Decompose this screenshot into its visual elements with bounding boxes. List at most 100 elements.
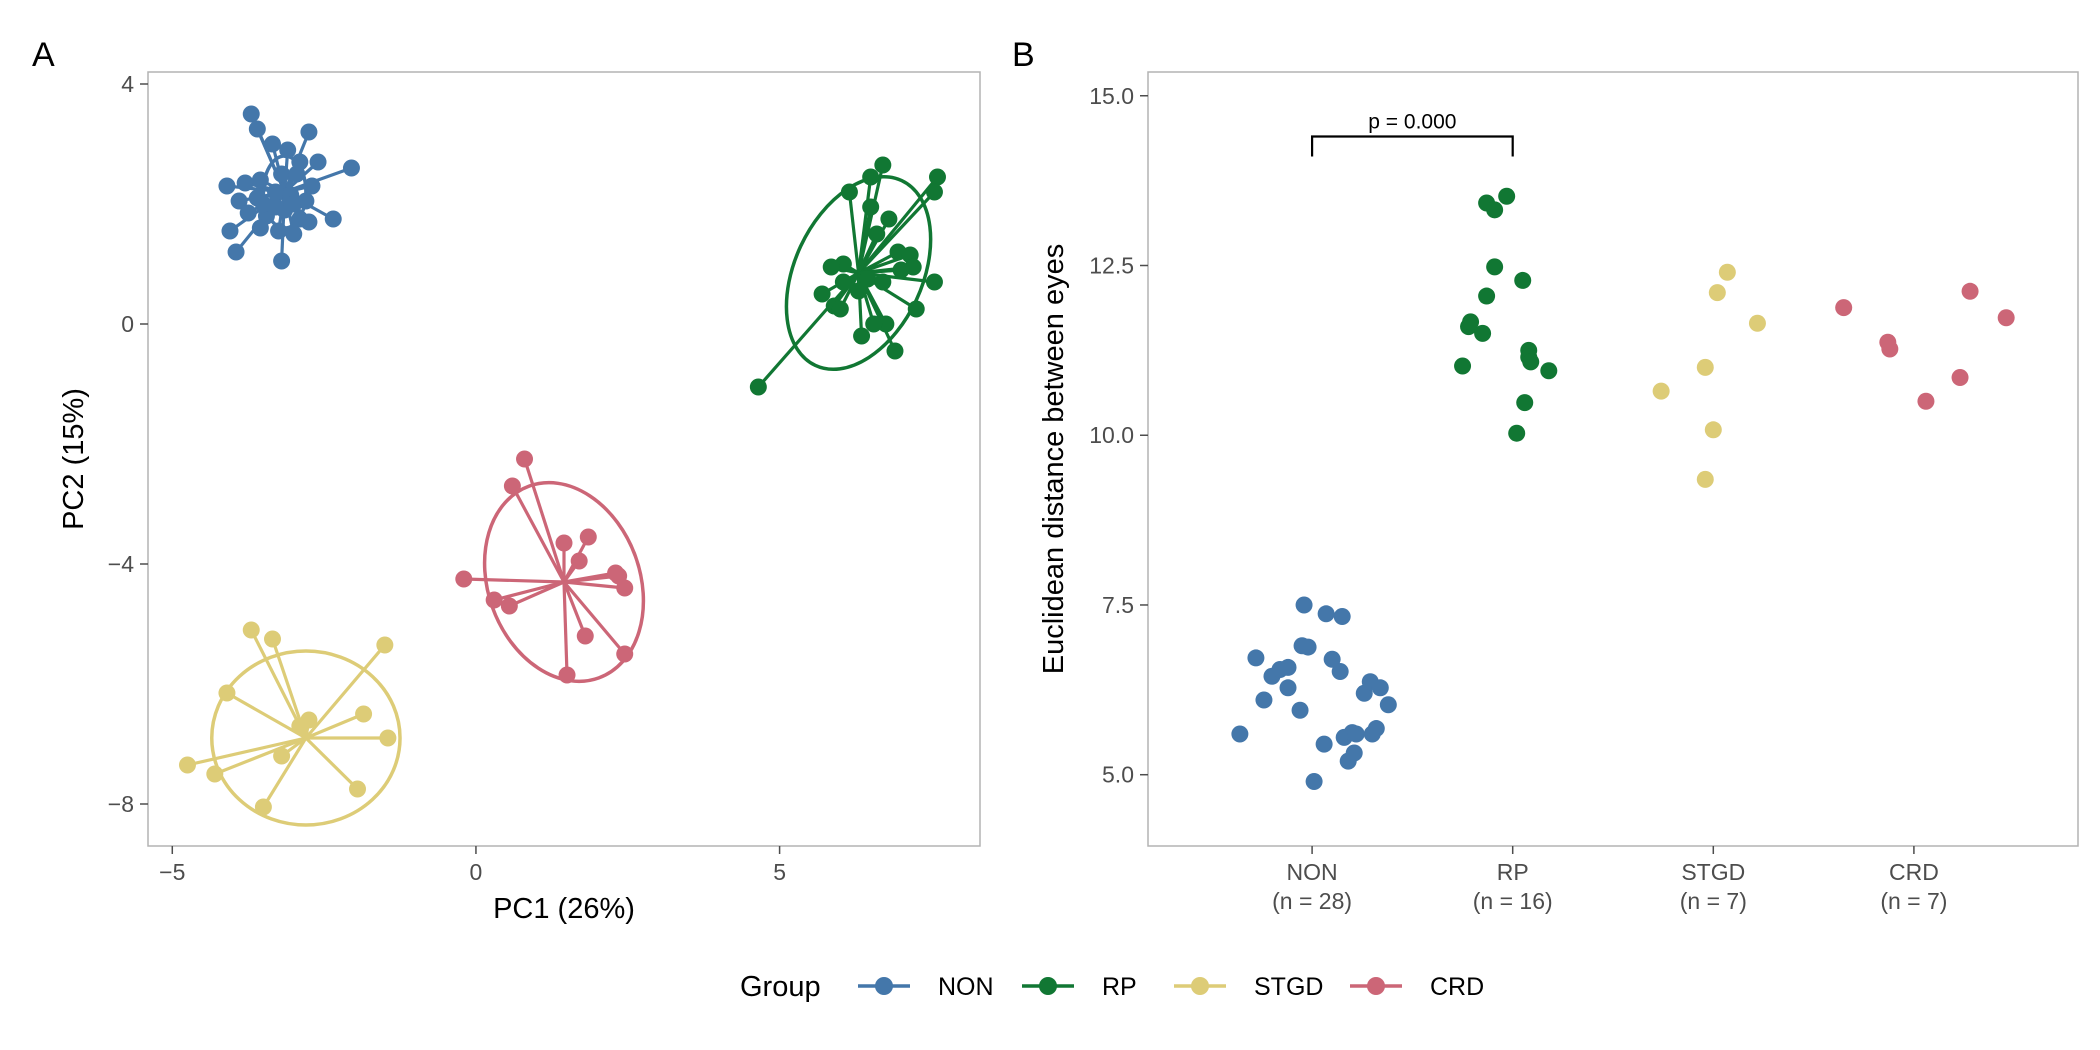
point-non	[1379, 696, 1397, 714]
point-non	[279, 141, 297, 159]
panel-b-y-axis-title: Euclidean distance between eyes	[1038, 244, 1070, 674]
segment-stgd	[304, 736, 359, 791]
point-non	[288, 165, 306, 183]
point-rp	[1486, 201, 1504, 219]
segment-crd	[563, 580, 625, 590]
legend-item-stgd: STGD	[1174, 973, 1323, 1001]
point-crd	[500, 597, 518, 615]
point-non	[218, 177, 236, 195]
x-tick-label-rp: RP	[1497, 859, 1529, 885]
panel-a-letter: A	[32, 36, 55, 74]
point-crd	[616, 579, 634, 597]
point-rp	[1474, 324, 1492, 342]
legend-key-point-non	[875, 977, 893, 995]
legend-label-rp: RP	[1102, 973, 1137, 1001]
point-crd	[1881, 340, 1899, 358]
point-stgd	[254, 798, 272, 816]
point-non	[267, 198, 285, 216]
point-rp	[831, 300, 849, 318]
point-stgd	[1708, 284, 1726, 302]
point-stgd	[1696, 358, 1714, 376]
point-crd	[616, 645, 634, 663]
segment-rp	[757, 271, 860, 389]
segment-rp	[857, 190, 936, 275]
point-rp	[1478, 287, 1496, 305]
point-crd	[516, 450, 534, 468]
point-stgd	[379, 729, 397, 747]
point-rp	[850, 282, 868, 300]
point-non	[251, 171, 269, 189]
point-rp	[928, 168, 946, 186]
x-tick-label-crd: CRD	[1889, 859, 1939, 885]
x-tick-count-non: (n = 28)	[1272, 888, 1352, 914]
ellipse-rp	[784, 174, 933, 372]
segment-crd	[493, 580, 565, 602]
point-non	[267, 183, 285, 201]
point-rp	[1514, 271, 1532, 289]
point-stgd	[273, 747, 291, 765]
point-non	[1323, 650, 1341, 668]
point-rp	[749, 378, 767, 396]
segment-crd	[523, 458, 566, 583]
point-non	[1305, 773, 1323, 790]
point-rp	[892, 261, 910, 279]
point-non	[1347, 725, 1365, 743]
point-rp	[862, 168, 880, 186]
significance-bracket-line	[1310, 135, 1514, 157]
point-rp	[886, 342, 904, 360]
point-non	[1231, 725, 1249, 743]
point-non	[1333, 608, 1351, 626]
x-tick-label: 5	[773, 859, 786, 885]
point-stgd	[263, 630, 281, 648]
panel-b: B p = 0.000 NON (n = 28) RP (n = 16) STGD (n …	[1012, 36, 2079, 914]
legend-label-non: NON	[938, 973, 994, 1001]
point-non	[248, 120, 266, 138]
point-stgd	[349, 780, 367, 798]
x-tick-count-stgd: (n = 7)	[1680, 888, 1747, 914]
point-non	[1291, 701, 1309, 719]
point-non	[1367, 720, 1385, 738]
point-non	[285, 225, 303, 243]
point-non	[1317, 605, 1335, 623]
legend: Group NON RP STGD CRD	[740, 971, 1484, 1003]
segment-stgd	[305, 712, 365, 740]
point-rp	[880, 210, 898, 228]
point-non	[1345, 744, 1363, 762]
point-crd	[570, 552, 588, 570]
point-rp	[925, 183, 943, 201]
panel-b-y-ticks: 15.0 12.5 10.0 7.5 5.0	[1089, 83, 1148, 788]
point-non	[309, 153, 327, 171]
point-stgd	[1652, 382, 1670, 400]
segment-crd	[510, 485, 566, 583]
segment-stgd	[304, 643, 387, 740]
point-non	[1295, 596, 1313, 614]
point-rp	[874, 156, 892, 174]
point-stgd	[355, 705, 373, 723]
point-crd	[503, 477, 521, 495]
segment-stgd	[187, 736, 307, 767]
point-non	[1331, 663, 1349, 681]
point-rp	[925, 273, 943, 291]
point-crd	[579, 528, 597, 546]
point-rp	[822, 258, 840, 276]
panel-a: A −5 0 5 4 0 −4 −8 PC1 (26%) PC2 (15%)	[32, 36, 981, 925]
point-rp	[865, 315, 883, 333]
point-stgd	[242, 621, 260, 639]
point-rp	[853, 327, 871, 345]
point-non	[1299, 638, 1317, 656]
panel-a-y-ticks: 4 0 −4 −8	[108, 71, 148, 817]
point-rp	[859, 270, 877, 288]
y-tick-label: 0	[121, 311, 134, 337]
legend-title: Group	[740, 971, 821, 1003]
point-rp	[813, 285, 831, 303]
point-crd	[1961, 282, 1979, 300]
x-tick-count-rp: (n = 16)	[1473, 888, 1553, 914]
y-tick-label: 10.0	[1089, 422, 1134, 448]
point-stgd	[1748, 314, 1766, 332]
point-rp	[1462, 313, 1480, 331]
point-rp	[907, 300, 925, 318]
y-tick-label: 7.5	[1102, 592, 1134, 618]
y-tick-label: 12.5	[1089, 253, 1134, 279]
point-stgd	[376, 636, 394, 654]
